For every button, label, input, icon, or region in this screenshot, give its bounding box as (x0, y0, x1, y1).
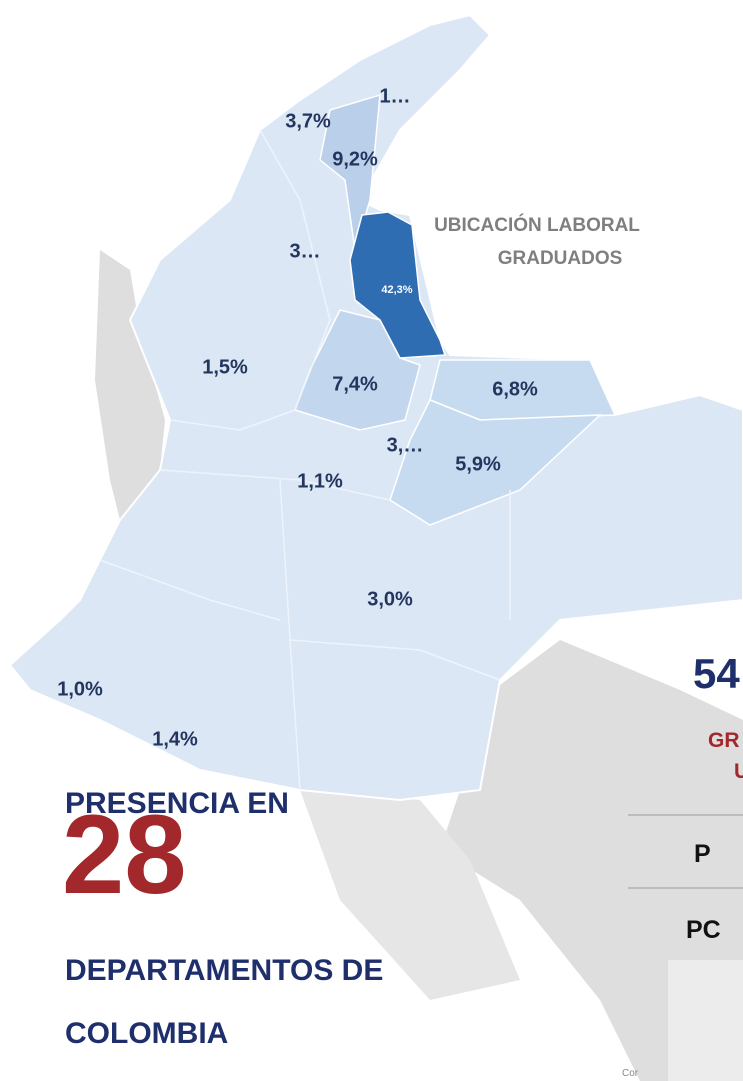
region-label: 1… (379, 85, 410, 107)
headline: PRESENCIA EN (65, 787, 289, 820)
region-label: 1,1% (297, 470, 343, 492)
neighbor (440, 640, 743, 1081)
region-label: 6,8% (492, 378, 538, 400)
cropped-text: 54 (693, 650, 740, 697)
cropped-text: Cor (622, 1068, 639, 1079)
department (349, 211, 447, 359)
region-label: 42,3% (381, 284, 412, 296)
cropped-text: U (734, 760, 743, 783)
headline-number: 28 (62, 792, 187, 917)
region-label: 5,9% (455, 453, 501, 475)
annotation: UBICACIÓN LABORAL (434, 214, 640, 236)
region-label: 1,5% (202, 356, 248, 378)
region-label: 3… (289, 240, 320, 262)
region-label: 1,0% (57, 678, 103, 700)
region-label: 7,4% (332, 373, 378, 395)
department (389, 399, 602, 526)
region-label: 9,2% (332, 148, 378, 170)
neighbor (300, 790, 520, 1000)
region-label: 3,… (387, 434, 424, 456)
region-label: 1,4% (152, 728, 198, 750)
neighbor (95, 250, 165, 520)
annotation: GRADUADOS (498, 248, 623, 269)
panel (668, 960, 743, 1081)
cropped-text: GR (708, 729, 740, 752)
region-label: 3,0% (367, 588, 413, 610)
borders (99, 129, 511, 791)
region-label: 3,7% (285, 110, 331, 132)
cropped-text: PC (686, 916, 721, 944)
headline: DEPARTAMENTOS DE (65, 954, 383, 987)
headline: COLOMBIA (65, 1017, 228, 1050)
cropped-text: P (694, 840, 711, 868)
